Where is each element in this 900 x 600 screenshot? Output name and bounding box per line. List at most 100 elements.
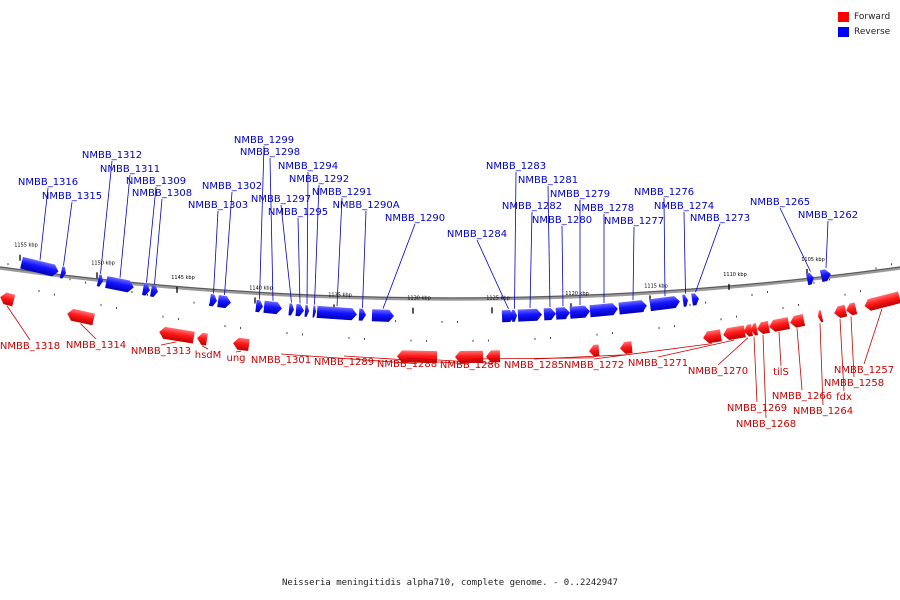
gene-label-NMBB_1273: NMBB_1273 [690, 213, 750, 224]
gene-label-NMBB_1301: NMBB_1301 [251, 355, 311, 366]
forward-swatch [838, 11, 849, 22]
gene-label-NMBB_1290A: NMBB_1290A [332, 200, 399, 211]
NMBB_1273-gene-arrow [691, 293, 699, 306]
NMBB_1316-gene-arrow [20, 256, 59, 277]
NMBB_1298-gene-arrow [263, 300, 282, 315]
scale-label: 1105 kbp [801, 257, 825, 263]
NMBB_1291-leader-line [336, 197, 343, 307]
gene-label-NMBB_1295: NMBB_1295 [268, 207, 328, 218]
NMBB_1278-gene-arrow [589, 303, 618, 318]
NMBB_1265-gene-arrow [805, 272, 814, 286]
NMBB_1289-leader-line [343, 355, 470, 365]
NMBB_1315-gene-arrow [59, 266, 66, 279]
NMBB_1268-leader-line [762, 334, 767, 419]
gene-label-NMBB_1283: NMBB_1283 [486, 161, 546, 172]
NMBB_1312-gene-arrow [96, 274, 103, 287]
gene-labels: NMBB_1316NMBB_1315NMBB_1312NMBB_1311NMBB… [0, 135, 894, 430]
scale-label: 1125 kbp [486, 295, 510, 301]
gene-label-NMBB_1266: NMBB_1266 [772, 391, 832, 402]
NMBB_1285-gene-arrow [620, 341, 633, 354]
NMBB_1258-leader-line [850, 316, 855, 378]
hsdM-gene-arrow [197, 332, 208, 346]
NMBB_1274-leader-line [683, 211, 686, 294]
gene-label-NMBB_1271: NMBB_1271 [628, 358, 688, 369]
gene-label-NMBB_1258: NMBB_1258 [824, 378, 884, 389]
NMBB_1272-leader-line [593, 343, 713, 360]
gene-label-NMBB_1315: NMBB_1315 [42, 191, 102, 202]
NMBB_1282-gene-arrow [517, 308, 542, 322]
NMBB_1291-gene-arrow [316, 305, 357, 321]
gene-label-NMBB_1316: NMBB_1316 [18, 177, 78, 188]
NMBB_1295-leader-line [297, 217, 301, 304]
gene-label-NMBB_1268: NMBB_1268 [736, 419, 796, 430]
gene-label-NMBB_1281: NMBB_1281 [518, 175, 578, 186]
gene-label-NMBB_1282: NMBB_1282 [502, 201, 562, 212]
gene-label-NMBB_1279: NMBB_1279 [550, 189, 610, 200]
NMBB_1286-leader-line [469, 357, 595, 360]
gene-label-tilS: tilS [773, 367, 789, 378]
NMBB_1288-gene-arrow [486, 350, 501, 363]
NMBB_1281-gene-arrow [543, 307, 556, 321]
gene-label-NMBB_1265: NMBB_1265 [750, 197, 810, 208]
reverse-swatch [838, 26, 849, 37]
gene-label-NMBB_1286: NMBB_1286 [440, 360, 500, 371]
NMBB_1301-leader-line [280, 353, 418, 365]
NMBB_1294-leader-line [306, 171, 309, 304]
genome-caption: Neisseria meningitidis alpha710, complet… [282, 578, 618, 588]
NMBB_1303-leader-line [213, 210, 219, 294]
gene-label-NMBB_1257: NMBB_1257 [834, 365, 894, 376]
NMBB_1312-leader-line [100, 160, 113, 274]
NMBB_1266-leader-line [796, 328, 803, 391]
NMBB_1277-leader-line [632, 226, 635, 301]
NMBB_1257-gene-arrow [864, 291, 900, 311]
NMBB_1299-leader-line [259, 145, 265, 300]
scale-label: 1120 kbp [565, 291, 589, 297]
NMBB_1270-gene-arrow [744, 324, 753, 337]
NMBB_1298-leader-line [269, 157, 274, 301]
NMBB_1292-gene-arrow [312, 305, 316, 318]
NMBB_1299-gene-arrow [255, 299, 263, 313]
gene-label-NMBB_1276: NMBB_1276 [634, 187, 694, 198]
scale-label: 1110 kbp [723, 272, 747, 278]
gene-label-NMBB_1297: NMBB_1297 [251, 194, 311, 205]
gene-label-NMBB_1270: NMBB_1270 [688, 366, 748, 377]
gene-label-NMBB_1264: NMBB_1264 [793, 406, 853, 417]
NMBB_1297-gene-arrow [288, 303, 294, 316]
NMBB_1271-leader-line [657, 339, 735, 358]
scale-label: 1130 kbp [407, 296, 431, 302]
NMBB_1286-gene-arrow [589, 344, 600, 357]
gene-label-NMBB_1289: NMBB_1289 [314, 357, 374, 368]
NMBB_1313-leader-line [160, 341, 177, 346]
scale-label: 1115 kbp [644, 283, 668, 289]
legend-forward: Forward [838, 9, 890, 24]
NMBB_1314-leader-line [80, 323, 97, 340]
NMBB_1318-gene-arrow [0, 292, 16, 307]
NMBB_1283-gene-arrow [511, 309, 517, 322]
NMBB_1280-leader-line [561, 225, 564, 307]
gene-label-NMBB_1318: NMBB_1318 [0, 341, 60, 352]
gene-label-ung: ung [226, 353, 245, 364]
gene-label-NMBB_1269: NMBB_1269 [727, 403, 787, 414]
NMBB_1273-leader-line [695, 223, 721, 293]
scale-label: 1150 kbp [91, 260, 115, 266]
gene-label-hsdM: hsdM [195, 350, 222, 361]
ung-leader-line [235, 350, 242, 353]
NMBB_1282-leader-line [529, 211, 533, 309]
gene-label-NMBB_1302: NMBB_1302 [202, 181, 262, 192]
fdx-leader-line [839, 318, 845, 392]
scale-labels: 1155 kbp 1150 kbp 1145 kbp 1140 kbp 1135 kbp… [14, 243, 825, 314]
NMBB_1290A-gene-arrow [358, 308, 366, 321]
gene-label-NMBB_1314: NMBB_1314 [66, 340, 126, 351]
NMBB_1276-leader-line [663, 197, 666, 297]
NMBB_1269-gene-arrow [751, 323, 759, 336]
gene-label-NMBB_1288: NMBB_1288 [377, 359, 437, 370]
genome-backbone [0, 266, 900, 301]
ung-gene-arrow [233, 337, 250, 351]
NMBB_1264-gene-arrow [818, 310, 824, 323]
gene-label-NMBB_1291: NMBB_1291 [312, 187, 372, 198]
gene-label-NMBB_1274: NMBB_1274 [654, 201, 714, 212]
gene-label-fdx: fdx [836, 392, 852, 403]
legend: Forward Reverse [838, 9, 890, 39]
NMBB_1277-gene-arrow [618, 300, 647, 315]
NMBB_1266-gene-arrow [790, 314, 806, 328]
